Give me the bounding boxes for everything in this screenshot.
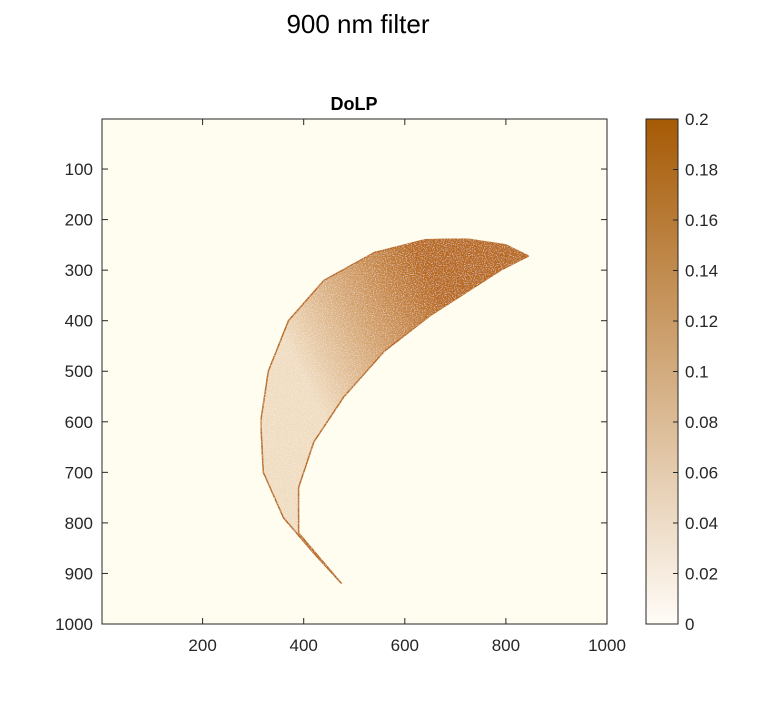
colorbar-tick-label: 0.04 (685, 514, 718, 533)
y-tick-label: 100 (65, 160, 93, 179)
x-tick-label: 400 (290, 636, 318, 655)
x-axis: 200 400 600 800 1000 (188, 119, 626, 655)
axes: 200 400 600 800 1000 100 200 300 400 500 600 700 80… (55, 118, 626, 655)
y-tick-label: 400 (65, 312, 93, 331)
y-tick-label: 300 (65, 261, 93, 280)
colorbar-tick-label: 0.12 (685, 312, 718, 331)
figure-title: 900 nm filter (286, 9, 429, 39)
y-tick-label: 1000 (55, 615, 93, 634)
colorbar-ticks: 0 0.02 0.04 0.06 0.08 0.1 0.12 0.14 0.16 0.18 0.2 (673, 110, 718, 634)
colorbar-tick-label: 0.06 (685, 464, 718, 483)
y-tick-label: 900 (65, 564, 93, 583)
y-tick-label: 200 (65, 211, 93, 230)
colorbar: 0 0.02 0.04 0.06 0.08 0.1 0.12 0.14 0.16 0.18 0.2 (645, 110, 718, 634)
x-tick-label: 800 (492, 636, 520, 655)
y-tick-label: 500 (65, 362, 93, 381)
dolp-region (259, 238, 531, 585)
colorbar-tick-label: 0.14 (685, 262, 718, 281)
y-tick-label: 800 (65, 514, 93, 533)
y-tick-label: 700 (65, 463, 93, 482)
y-axis: 100 200 300 400 500 600 700 800 900 1000 (55, 160, 607, 634)
colorbar-tick-label: 0 (685, 615, 694, 634)
x-tick-label: 600 (391, 636, 419, 655)
x-tick-label: 200 (188, 636, 216, 655)
y-tick-label: 600 (65, 413, 93, 432)
colorbar-tick-label: 0.2 (685, 110, 709, 129)
x-tick-label: 1000 (588, 636, 626, 655)
axes-title: DoLP (331, 94, 378, 114)
colorbar-tick-label: 0.1 (685, 363, 709, 382)
colorbar-tick-label: 0.18 (685, 161, 718, 180)
colorbar-tick-label: 0.02 (685, 565, 718, 584)
colorbar-tick-label: 0.08 (685, 413, 718, 432)
colorbar-tick-label: 0.16 (685, 211, 718, 230)
